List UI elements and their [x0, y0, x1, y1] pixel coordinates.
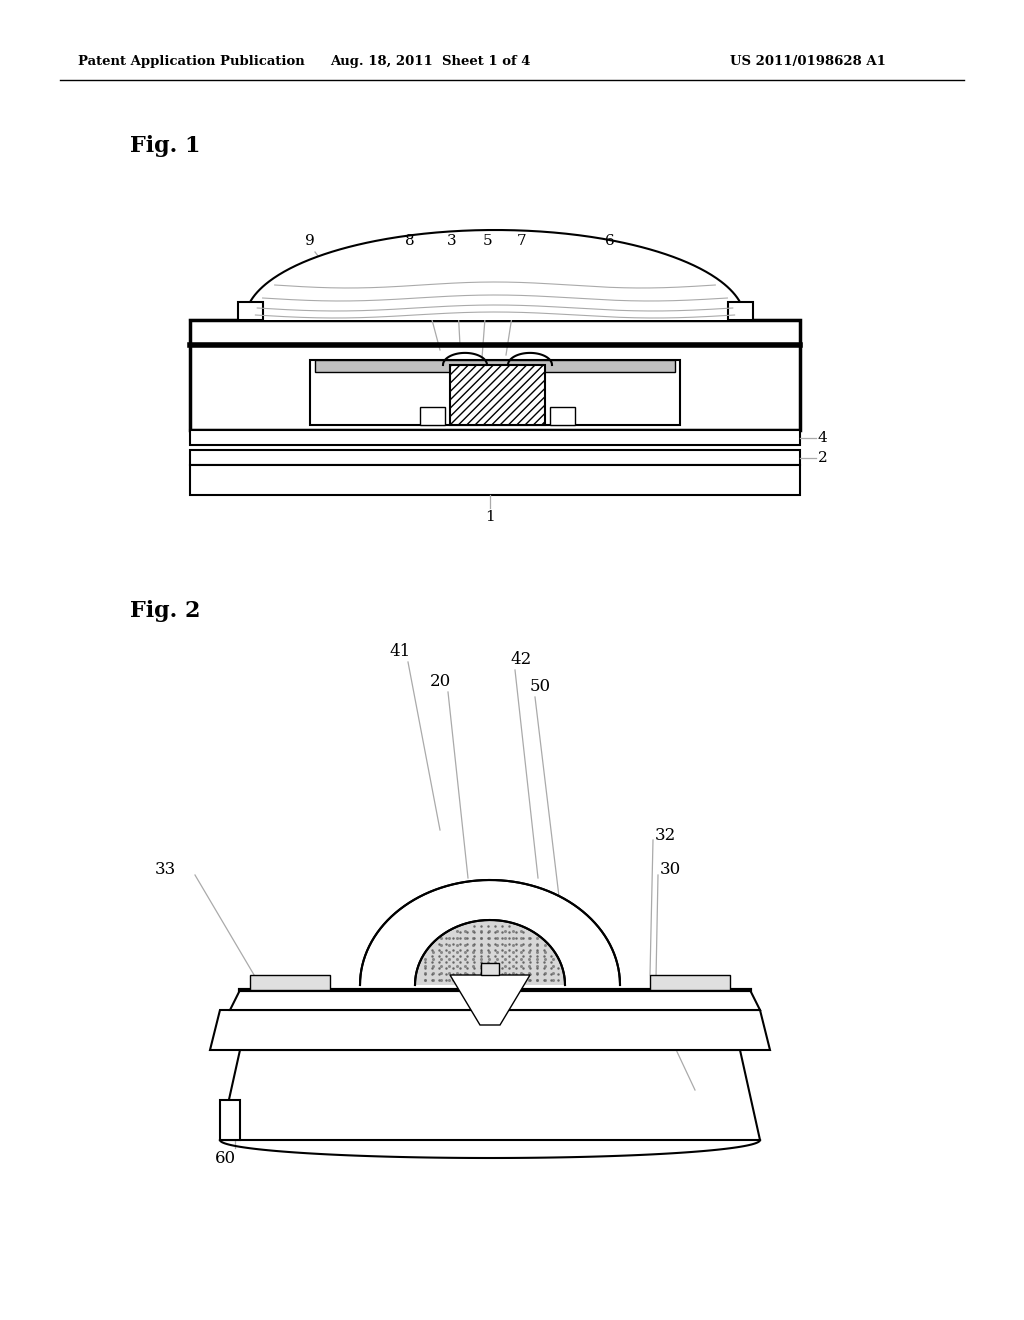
Text: Aug. 18, 2011  Sheet 1 of 4: Aug. 18, 2011 Sheet 1 of 4	[330, 55, 530, 69]
Bar	[190, 430, 800, 445]
Bar	[238, 302, 262, 319]
Bar	[190, 465, 800, 495]
Text: 6: 6	[605, 234, 614, 248]
Polygon shape	[230, 990, 760, 1010]
Polygon shape	[250, 975, 330, 990]
Polygon shape	[415, 920, 565, 985]
Polygon shape	[210, 1010, 770, 1049]
Text: 50: 50	[530, 678, 551, 696]
Bar	[190, 319, 800, 430]
Polygon shape	[245, 230, 745, 319]
Polygon shape	[481, 964, 499, 975]
Text: 5: 5	[483, 234, 493, 248]
Polygon shape	[415, 920, 565, 985]
Text: Fig. 1: Fig. 1	[130, 135, 201, 157]
Text: US 2011/0198628 A1: US 2011/0198628 A1	[730, 55, 886, 69]
Text: 3: 3	[447, 234, 457, 248]
Polygon shape	[220, 1049, 760, 1140]
Bar	[550, 407, 575, 425]
Polygon shape	[220, 1100, 240, 1140]
Text: 42: 42	[510, 651, 531, 668]
Bar	[190, 450, 800, 465]
Text: 1: 1	[485, 510, 495, 524]
Text: 60: 60	[214, 1150, 236, 1167]
Bar	[310, 360, 680, 425]
Text: 32: 32	[655, 826, 676, 843]
Polygon shape	[360, 880, 620, 985]
Text: 41: 41	[389, 643, 411, 660]
Text: 4: 4	[818, 432, 827, 445]
Text: 20: 20	[429, 673, 451, 690]
Bar	[450, 366, 545, 425]
Text: 30: 30	[660, 862, 681, 879]
Text: 10: 10	[650, 982, 672, 998]
Bar	[727, 302, 753, 319]
Polygon shape	[650, 975, 730, 990]
Bar	[420, 407, 445, 425]
Bar	[315, 360, 675, 372]
Text: Fig. 2: Fig. 2	[130, 601, 201, 622]
Polygon shape	[450, 975, 530, 1026]
Text: Patent Application Publication: Patent Application Publication	[78, 55, 305, 69]
Text: 2: 2	[818, 451, 827, 465]
Text: 7: 7	[517, 234, 526, 248]
Text: 8: 8	[406, 234, 415, 248]
Text: 33: 33	[155, 862, 176, 879]
Text: 9: 9	[305, 234, 314, 248]
